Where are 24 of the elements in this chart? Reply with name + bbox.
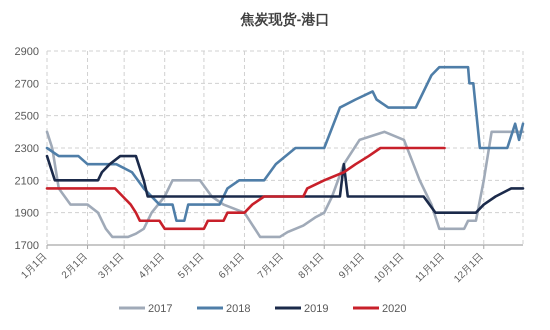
x-tick-label: 5月1日 bbox=[176, 251, 206, 282]
y-tick-label: 1900 bbox=[14, 208, 39, 220]
x-tick-label: 8月1日 bbox=[296, 251, 326, 282]
x-tick-label: 7月1日 bbox=[256, 251, 286, 282]
legend-label: 2018 bbox=[226, 303, 250, 315]
y-tick-label: 2900 bbox=[14, 46, 39, 58]
x-tick-label: 9月1日 bbox=[337, 251, 367, 282]
legend-label: 2020 bbox=[382, 303, 406, 315]
x-tick-label: 12月1日 bbox=[452, 251, 486, 286]
y-tick-label: 2500 bbox=[14, 110, 39, 123]
legend-label: 2019 bbox=[304, 303, 328, 315]
x-tick-label: 4月1日 bbox=[137, 251, 167, 282]
x-tick-label: 1月1日 bbox=[19, 251, 50, 282]
chart-title: 焦炭现货-港口 bbox=[240, 11, 330, 27]
x-tick-label: 10月1日 bbox=[372, 251, 406, 286]
y-tick-label: 2100 bbox=[14, 175, 39, 188]
legend-label: 2017 bbox=[148, 303, 172, 315]
x-tick-label: 3月1日 bbox=[96, 251, 126, 282]
x-tick-label: 6月1日 bbox=[216, 251, 247, 282]
y-tick-label: 2700 bbox=[14, 78, 39, 90]
y-tick-label: 1700 bbox=[14, 240, 39, 252]
x-tick-label: 2月1日 bbox=[60, 251, 90, 282]
x-tick-label: 11月1日 bbox=[413, 251, 447, 285]
y-tick-label: 2300 bbox=[14, 143, 39, 155]
